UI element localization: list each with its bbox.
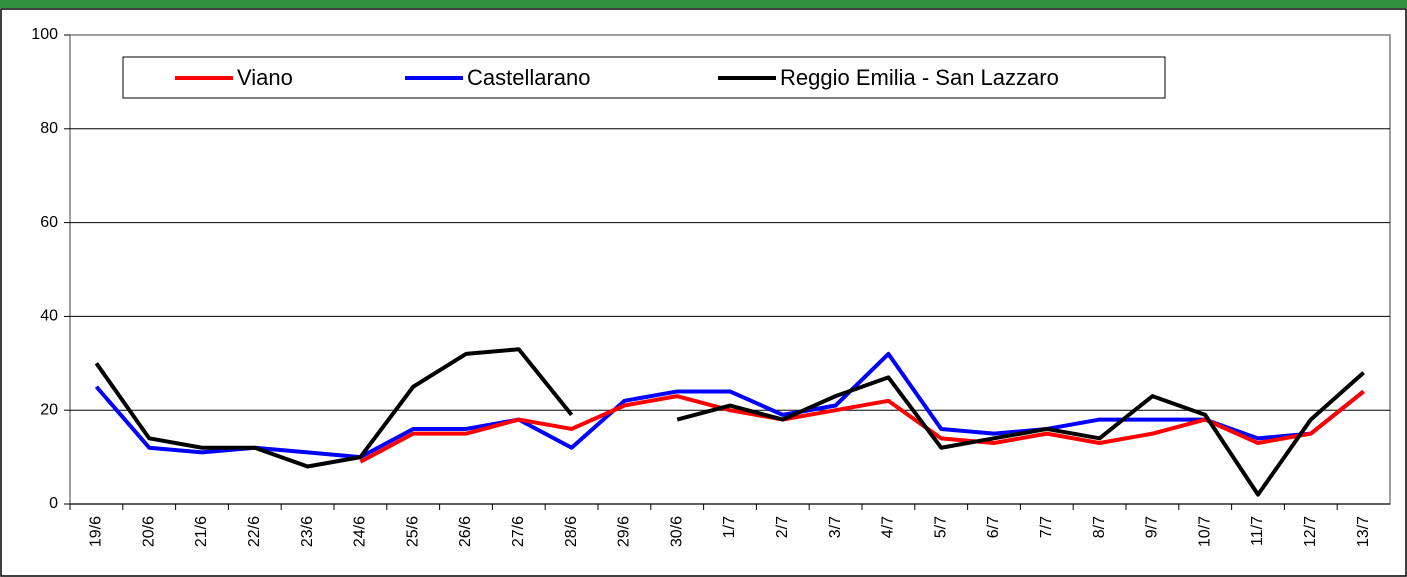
x-tick-label: 3/7	[827, 516, 844, 538]
x-tick-label: 20/6	[140, 516, 157, 547]
x-tick-label: 12/7	[1302, 516, 1319, 547]
header-bar	[0, 0, 1407, 8]
x-tick-label: 8/7	[1091, 516, 1108, 538]
x-tick-label: 10/7	[1196, 516, 1213, 547]
x-tick-label: 6/7	[985, 516, 1002, 538]
x-tick-label: 26/6	[457, 516, 474, 547]
legend-label: Reggio Emilia - San Lazzaro	[780, 65, 1059, 90]
x-tick-label: 21/6	[193, 516, 210, 547]
y-tick-label: 80	[40, 120, 58, 137]
x-tick-label: 4/7	[880, 516, 897, 538]
y-tick-label: 60	[40, 214, 58, 231]
x-tick-label: 30/6	[668, 516, 685, 547]
series-line	[94, 351, 1365, 460]
x-tick-label: 2/7	[774, 516, 791, 538]
y-tick-label: 40	[40, 308, 58, 325]
x-tick-label: 29/6	[616, 516, 633, 547]
x-tick-label: 27/6	[510, 516, 527, 547]
x-tick-label: 13/7	[1355, 516, 1372, 547]
series-line	[94, 347, 1365, 497]
x-tick-label: 23/6	[299, 516, 316, 547]
y-tick-label: 0	[49, 495, 58, 512]
x-tick-label: 24/6	[352, 516, 369, 547]
series-line	[359, 389, 1365, 464]
y-tick-label: 20	[40, 401, 58, 418]
x-tick-label: 7/7	[1038, 516, 1055, 538]
y-tick-label: 100	[31, 26, 58, 43]
x-tick-label: 25/6	[404, 516, 421, 547]
legend-label: Viano	[237, 65, 293, 90]
x-tick-label: 19/6	[88, 516, 105, 547]
x-tick-label: 22/6	[246, 516, 263, 547]
x-tick-label: 28/6	[563, 516, 580, 547]
legend	[122, 56, 1166, 99]
legend-label: Castellarano	[467, 65, 591, 90]
x-tick-label: 11/7	[1249, 516, 1266, 546]
chart-frame	[0, 8, 1407, 577]
x-tick-label: 1/7	[721, 516, 738, 538]
x-tick-label: 5/7	[932, 516, 949, 538]
x-tick-label: 9/7	[1144, 516, 1161, 538]
